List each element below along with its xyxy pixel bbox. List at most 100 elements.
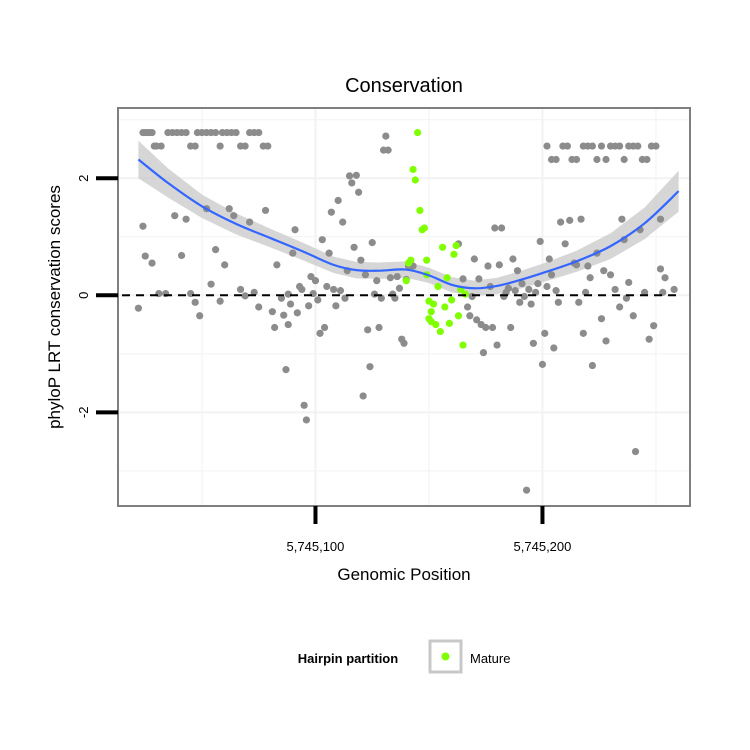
data-point — [207, 280, 215, 288]
data-point — [277, 294, 286, 302]
data-point — [293, 309, 301, 317]
data-point — [518, 279, 526, 288]
mature-data-point — [443, 274, 451, 282]
mature-data-point — [438, 243, 447, 251]
legend-title: Hairpin partition — [298, 651, 398, 666]
mature-data-point — [423, 256, 431, 264]
data-point — [157, 142, 165, 150]
mature-data-point — [416, 206, 424, 215]
data-point — [543, 282, 551, 291]
data-point — [350, 243, 358, 251]
data-point — [134, 304, 143, 312]
data-point — [236, 285, 245, 294]
data-point — [334, 196, 342, 205]
mature-data-point — [402, 277, 410, 285]
data-point — [352, 171, 360, 179]
data-point — [629, 312, 637, 320]
data-point — [479, 349, 488, 357]
data-point — [581, 288, 590, 296]
data-point — [597, 142, 606, 150]
data-point — [268, 308, 276, 316]
data-point — [250, 288, 258, 296]
data-point — [584, 262, 592, 270]
data-point — [532, 288, 540, 296]
data-point — [148, 259, 156, 267]
data-point — [618, 215, 626, 223]
data-point — [563, 142, 572, 150]
data-point — [504, 284, 513, 292]
data-point — [286, 300, 295, 308]
y-tick-label: 0 — [76, 292, 91, 299]
data-point — [373, 277, 381, 285]
data-point — [212, 128, 220, 137]
data-point — [191, 142, 199, 150]
data-point — [325, 249, 333, 257]
data-point — [520, 292, 528, 301]
data-point — [355, 188, 363, 196]
mature-data-point — [461, 290, 469, 298]
data-point — [622, 294, 631, 302]
data-point — [586, 274, 594, 282]
data-point — [191, 298, 199, 306]
data-point — [300, 401, 308, 409]
data-point — [255, 128, 263, 137]
data-point — [364, 326, 372, 334]
mature-data-point — [409, 165, 417, 174]
data-point — [545, 255, 553, 263]
data-point — [246, 218, 254, 226]
y-axis-title: phyloP LRT conservation scores — [45, 185, 64, 429]
data-point — [370, 290, 379, 298]
data-point — [522, 486, 531, 494]
data-point — [516, 298, 524, 306]
data-point — [463, 303, 472, 311]
data-point — [339, 218, 347, 226]
mature-data-point — [450, 250, 458, 258]
data-point — [368, 239, 376, 247]
y-tick-label: 2 — [76, 175, 91, 182]
data-point — [656, 215, 665, 223]
mature-data-point — [425, 297, 433, 305]
data-point — [620, 155, 628, 164]
data-point — [670, 285, 678, 294]
data-point — [177, 251, 186, 260]
mature-data-point — [411, 176, 419, 184]
data-point — [643, 155, 651, 164]
data-point — [212, 246, 220, 254]
data-point — [280, 311, 288, 319]
data-point — [554, 298, 562, 306]
data-points — [134, 128, 678, 494]
data-point — [221, 261, 229, 269]
data-point — [552, 155, 560, 164]
legend: Hairpin partition Mature — [298, 639, 510, 674]
data-point — [182, 215, 190, 223]
data-point — [282, 366, 290, 374]
data-point — [284, 290, 292, 298]
data-point — [400, 339, 408, 347]
data-point — [593, 155, 601, 164]
mature-data-point — [436, 327, 444, 336]
data-point — [488, 323, 497, 332]
data-point — [148, 128, 156, 137]
data-point — [336, 287, 345, 295]
data-point — [298, 285, 306, 294]
data-point — [311, 277, 320, 285]
data-point — [525, 285, 533, 294]
data-point — [498, 224, 506, 232]
data-point — [391, 294, 399, 302]
data-point — [470, 255, 478, 263]
data-point — [656, 265, 665, 273]
mature-data-point — [441, 303, 449, 311]
data-point — [357, 256, 365, 264]
data-point — [182, 128, 190, 137]
data-point — [493, 341, 501, 349]
data-point — [393, 272, 401, 281]
data-point — [359, 392, 367, 400]
data-point — [141, 252, 149, 260]
data-point — [273, 261, 281, 269]
data-point — [577, 215, 585, 223]
chart-title: Conservation — [345, 75, 463, 97]
x-tick-label: 5,745,200 — [514, 539, 572, 554]
mature-data-point — [414, 128, 422, 137]
data-point — [513, 267, 522, 275]
